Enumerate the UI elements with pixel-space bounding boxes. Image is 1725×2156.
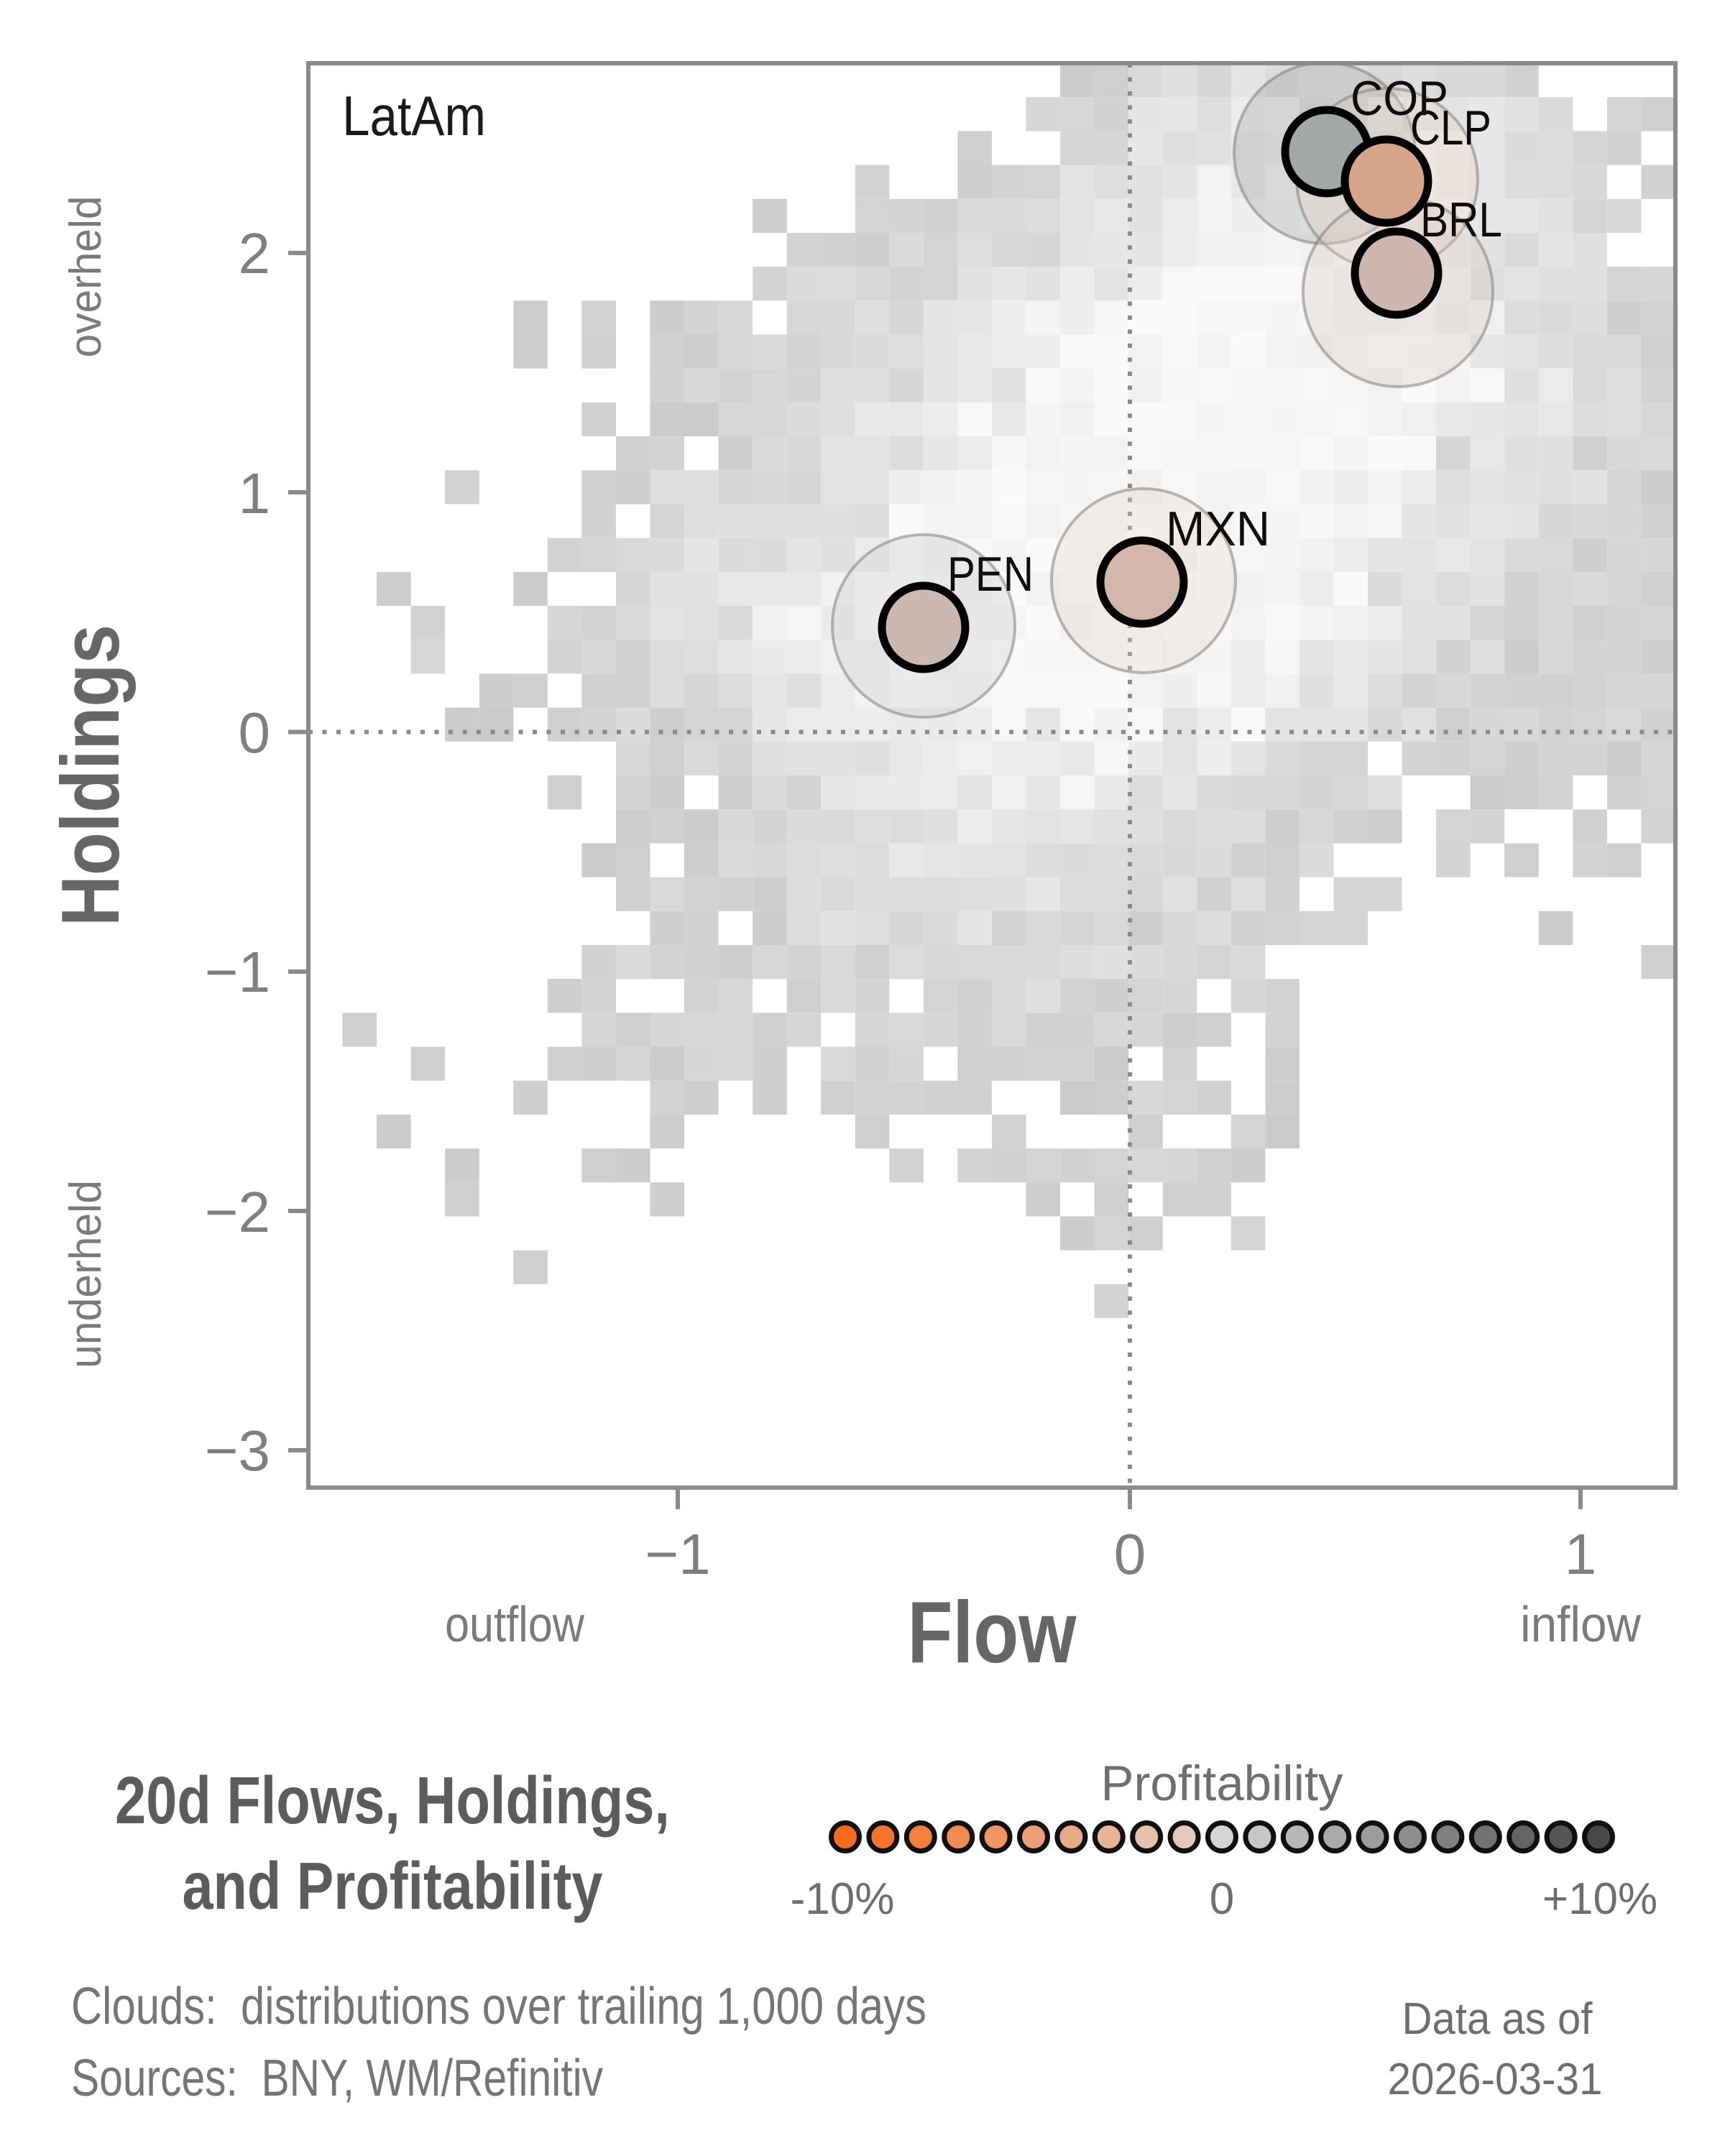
svg-text:−3: −3	[205, 1419, 270, 1483]
svg-text:inflow: inflow	[1520, 1596, 1641, 1652]
svg-text:CLP: CLP	[1410, 101, 1491, 155]
svg-text:MXN: MXN	[1166, 502, 1270, 556]
svg-text:PEN: PEN	[947, 547, 1034, 602]
svg-text:Data as of: Data as of	[1402, 1994, 1593, 2044]
svg-text:+10%: +10%	[1542, 1874, 1657, 1924]
svg-text:Flow: Flow	[908, 1583, 1077, 1681]
svg-text:outflow: outflow	[445, 1596, 584, 1652]
svg-text:20d Flows, Holdings,: 20d Flows, Holdings,	[115, 1763, 670, 1838]
svg-text:Holdings: Holdings	[45, 625, 137, 926]
svg-text:BRL: BRL	[1420, 193, 1502, 247]
svg-text:0: 0	[1210, 1874, 1234, 1924]
svg-text:2026-03-31: 2026-03-31	[1388, 2055, 1603, 2104]
svg-text:-10%: -10%	[791, 1874, 895, 1924]
svg-text:−2: −2	[205, 1180, 270, 1244]
svg-text:overheld: overheld	[61, 196, 111, 358]
svg-text:0: 0	[1114, 1522, 1146, 1586]
svg-text:COP: COP	[1351, 71, 1448, 126]
svg-text:−1: −1	[645, 1522, 710, 1586]
svg-text:Clouds: distributions over tr: Clouds: distributions over trailing 1,00…	[71, 1978, 926, 2035]
svg-text:0: 0	[239, 701, 271, 765]
svg-text:1: 1	[1565, 1522, 1597, 1586]
svg-text:and Profitability: and Profitability	[183, 1848, 603, 1923]
svg-text:−1: −1	[205, 940, 270, 1004]
svg-text:underheld: underheld	[61, 1180, 111, 1368]
svg-text:LatAm: LatAm	[342, 84, 486, 147]
svg-text:Profitability: Profitability	[1101, 1756, 1343, 1811]
svg-text:2: 2	[239, 221, 271, 285]
svg-text:1: 1	[239, 461, 271, 525]
svg-text:Sources: BNY, WM/Refinitiv: Sources: BNY, WM/Refinitiv	[71, 2050, 603, 2107]
